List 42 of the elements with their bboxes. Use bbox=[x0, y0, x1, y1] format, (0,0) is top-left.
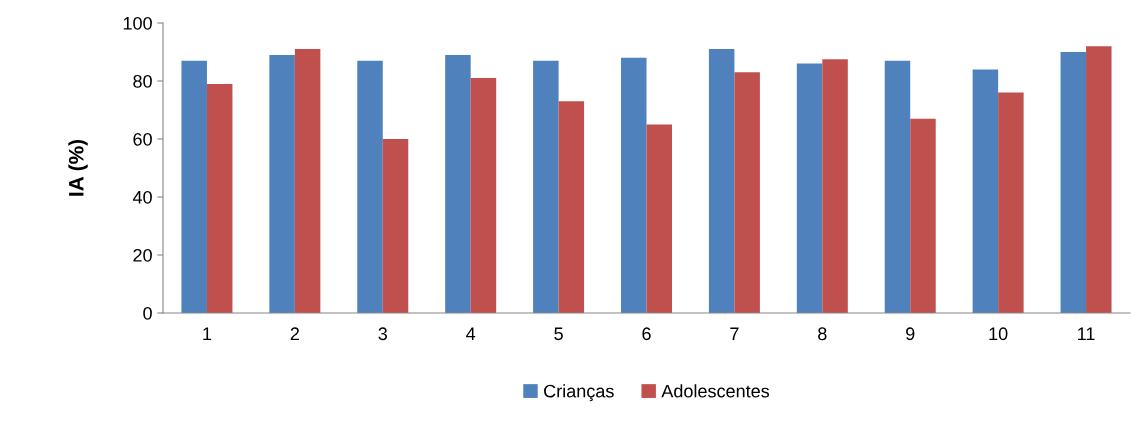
x-tick-label: 1 bbox=[203, 327, 212, 340]
legend-label: Adolescentes bbox=[661, 384, 770, 398]
x-tick-label: 8 bbox=[818, 327, 827, 341]
bar bbox=[558, 101, 585, 313]
y-axis-title: IA (%) bbox=[68, 139, 88, 196]
bar bbox=[470, 78, 497, 313]
x-tick-label: 2 bbox=[290, 327, 299, 340]
legend-label: Crianças bbox=[544, 384, 614, 402]
bar bbox=[796, 63, 823, 313]
bar bbox=[621, 57, 647, 313]
bar bbox=[382, 139, 409, 313]
bar bbox=[708, 49, 735, 313]
y-tick-label: 20 bbox=[133, 248, 152, 262]
y-tick-label: 0 bbox=[143, 306, 152, 320]
bar bbox=[734, 72, 760, 313]
bar bbox=[972, 69, 999, 313]
x-tick-label: 4 bbox=[466, 327, 476, 340]
bar bbox=[1060, 52, 1087, 313]
bar bbox=[357, 60, 383, 313]
bar bbox=[445, 54, 471, 313]
bar bbox=[294, 49, 321, 313]
bar bbox=[206, 83, 233, 313]
bar bbox=[822, 59, 848, 313]
y-tick-label: 40 bbox=[132, 190, 152, 204]
bar bbox=[269, 54, 295, 313]
bar bbox=[533, 60, 559, 313]
bar bbox=[181, 60, 207, 313]
y-tick-label: 80 bbox=[133, 74, 152, 88]
x-tick-label: 3 bbox=[378, 327, 387, 341]
bar bbox=[884, 60, 911, 313]
bar bbox=[1086, 46, 1112, 313]
bar bbox=[998, 92, 1024, 313]
x-tick-label: 9 bbox=[906, 327, 915, 341]
y-tick-label: 60 bbox=[133, 132, 152, 146]
x-tick-label: 10 bbox=[989, 327, 1008, 341]
x-tick-label: 7 bbox=[730, 327, 739, 340]
bar bbox=[910, 118, 936, 313]
x-tick-label: 5 bbox=[554, 327, 563, 341]
y-tick-label: 100 bbox=[123, 16, 152, 30]
x-tick-label: 11 bbox=[1078, 327, 1095, 340]
bar bbox=[646, 124, 672, 313]
x-tick-label: 6 bbox=[642, 327, 651, 341]
